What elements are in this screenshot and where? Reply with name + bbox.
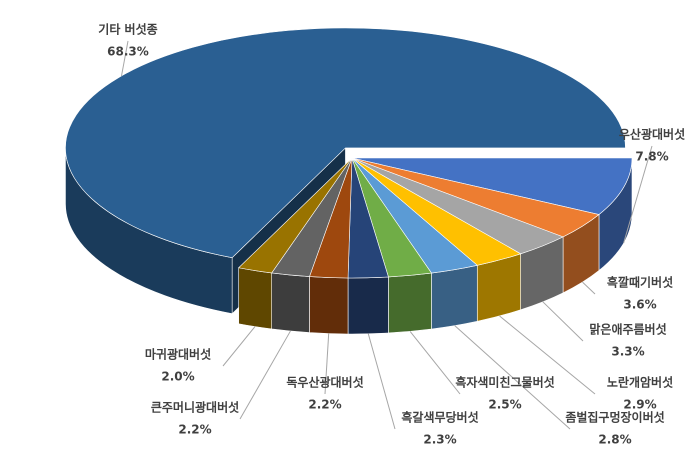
slice-side bbox=[238, 267, 272, 330]
leader-line bbox=[222, 326, 256, 367]
data-label-value: 7.8% bbox=[635, 150, 668, 164]
data-label-name: 마귀광대버섯 bbox=[145, 347, 211, 362]
slice bbox=[238, 157, 353, 274]
data-label-name: 흑갈색무당버섯 bbox=[401, 410, 478, 425]
leader-line bbox=[324, 333, 330, 395]
data-label-value: 2.2% bbox=[178, 423, 211, 437]
data-label-name: 우산광대버섯 bbox=[619, 127, 685, 142]
slice bbox=[65, 27, 626, 258]
data-label-value: 2.0% bbox=[161, 370, 194, 384]
slice bbox=[351, 157, 633, 215]
data-label-name: 맑은애주름버섯 bbox=[589, 322, 666, 337]
leader-line bbox=[121, 40, 129, 77]
data-label-value: 2.2% bbox=[308, 398, 341, 412]
leader-line bbox=[239, 330, 291, 420]
data-label-value: 68.3% bbox=[107, 45, 149, 59]
data-label-name: 큰주머니광대버섯 bbox=[151, 400, 239, 415]
data-label-name: 기타 버섯종 bbox=[98, 22, 157, 37]
data-label-value: 3.6% bbox=[623, 298, 656, 312]
leader-line bbox=[367, 333, 396, 430]
leader-line bbox=[582, 281, 596, 295]
leader-line bbox=[623, 145, 653, 244]
data-label-name: 좀벌집구멍장이버섯 bbox=[565, 410, 664, 425]
slice-side bbox=[388, 272, 432, 334]
data-label-name: 독우산광대버섯 bbox=[286, 375, 363, 390]
data-label-value: 2.8% bbox=[598, 433, 631, 447]
slice-side bbox=[309, 276, 349, 335]
data-label-name: 흑깔때기버섯 bbox=[607, 275, 673, 290]
data-label-name: 노란개암버섯 bbox=[607, 375, 673, 390]
data-label-value: 3.3% bbox=[611, 345, 644, 359]
leader-line bbox=[409, 331, 461, 395]
slice-side bbox=[431, 264, 478, 330]
data-label-value: 2.5% bbox=[488, 398, 521, 412]
leader-line bbox=[499, 315, 596, 395]
leader-line bbox=[542, 301, 584, 342]
slice-side bbox=[347, 276, 389, 335]
data-label-name: 흑자색미친그물버섯 bbox=[455, 375, 554, 390]
data-label-value: 2.9% bbox=[623, 398, 656, 412]
slice-side bbox=[271, 272, 310, 333]
leader-line bbox=[454, 325, 571, 430]
data-label-value: 2.3% bbox=[423, 433, 456, 447]
